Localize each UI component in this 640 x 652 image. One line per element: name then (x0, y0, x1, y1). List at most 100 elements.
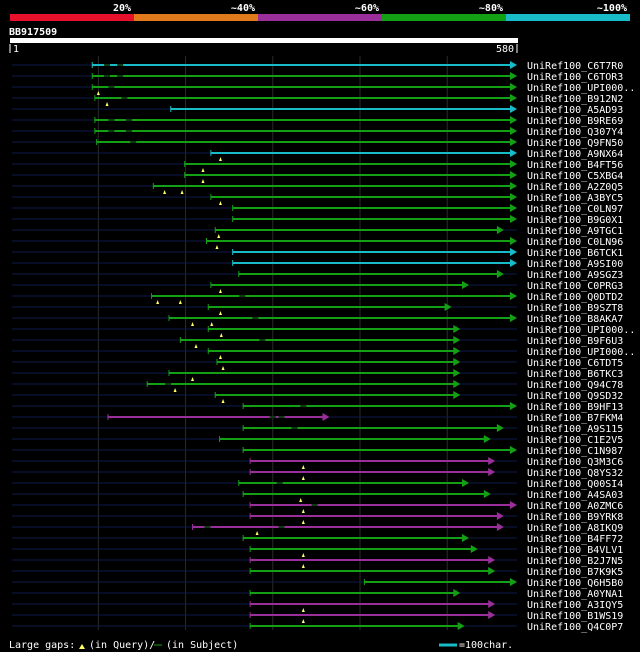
hit-row[interactable]: UniRef100_B9G0X1 (12, 215, 623, 226)
hit-id-label[interactable]: UniRef100_C6T7R0 (527, 61, 623, 72)
hit-id-label[interactable]: UniRef100_Q6H5B0 (527, 578, 623, 589)
hit-id-label[interactable]: UniRef100_B9HF13 (527, 402, 623, 413)
hit-row[interactable]: UniRef100_B4FF72 (12, 534, 623, 545)
hit-id-label[interactable]: UniRef100_Q9FN50 (527, 138, 623, 149)
hit-row[interactable]: UniRef100_UPI000.. (12, 83, 635, 95)
hit-id-label[interactable]: UniRef100_B9YRK8 (527, 512, 623, 523)
hit-id-label[interactable]: UniRef100_Q4C0P7 (527, 622, 623, 633)
hit-row[interactable]: UniRef100_A3BYC5 (12, 193, 623, 205)
hit-row[interactable]: UniRef100_B4VLV1 (12, 545, 623, 557)
hit-row[interactable]: UniRef100_B912N2 (12, 94, 623, 106)
hit-row[interactable]: UniRef100_C6TOR3 (12, 72, 623, 83)
hit-id-label[interactable]: UniRef100_C0LN96 (527, 237, 623, 248)
hit-row[interactable]: UniRef100_B7K9K5 (12, 567, 623, 578)
hit-row[interactable]: UniRef100_A3IQY5 (12, 600, 623, 612)
hit-row[interactable]: UniRef100_A8IKQ9 (12, 523, 623, 535)
hit-row[interactable]: UniRef100_Q307Y4 (12, 127, 623, 138)
hit-row[interactable]: UniRef100_C5XBG4 (12, 171, 623, 183)
hit-id-label[interactable]: UniRef100_C6TDT5 (527, 358, 623, 369)
hit-id-label[interactable]: UniRef100_B1WS19 (527, 611, 623, 622)
hit-id-label[interactable]: UniRef100_Q307Y4 (527, 127, 623, 138)
hit-row[interactable]: UniRef100_B6TCK1 (12, 248, 623, 259)
hit-row[interactable]: UniRef100_A0YNA1 (12, 589, 623, 600)
hit-id-label[interactable]: UniRef100_Q3M3C6 (527, 457, 623, 468)
hit-id-label[interactable]: UniRef100_C6TOR3 (527, 72, 623, 83)
hit-id-label[interactable]: UniRef100_UPI000.. (527, 347, 635, 358)
hit-row[interactable]: UniRef100_C0PRG3 (12, 281, 623, 293)
hit-row[interactable]: UniRef100_C6TDT5 (12, 358, 623, 370)
hit-id-label[interactable]: UniRef100_A5AD93 (527, 105, 623, 116)
hit-row[interactable]: UniRef100_Q0DTD2 (12, 292, 623, 304)
hit-row[interactable]: UniRef100_B4FT56 (12, 160, 623, 172)
hit-row[interactable]: UniRef100_A9NX64 (12, 149, 623, 161)
hit-id-label[interactable]: UniRef100_B4FF72 (527, 534, 623, 545)
hit-id-label[interactable]: UniRef100_Q0DTD2 (527, 292, 623, 303)
hit-id-label[interactable]: UniRef100_UPI000.. (527, 325, 635, 336)
hit-row[interactable]: UniRef100_A9TGC1 (12, 226, 623, 238)
hit-id-label[interactable]: UniRef100_Q8YS32 (527, 468, 623, 479)
hit-row[interactable]: UniRef100_A9S115 (12, 424, 623, 435)
hit-id-label[interactable]: UniRef100_B7K9K5 (527, 567, 623, 578)
hit-id-label[interactable]: UniRef100_A0ZMC6 (527, 501, 623, 512)
hit-row[interactable]: UniRef100_B9F6U3 (12, 336, 623, 348)
hit-row[interactable]: UniRef100_Q00SI4 (12, 479, 623, 490)
hit-row[interactable]: UniRef100_A5AD93 (12, 105, 623, 116)
hit-id-label[interactable]: UniRef100_B4FT56 (527, 160, 623, 171)
hit-id-label[interactable]: UniRef100_C5XBG4 (527, 171, 623, 182)
hit-row[interactable]: UniRef100_A2Z0Q5 (12, 182, 623, 194)
hit-row[interactable]: UniRef100_B9YRK8 (12, 512, 623, 524)
hit-id-label[interactable]: UniRef100_B9F6U3 (527, 336, 623, 347)
hit-row[interactable]: UniRef100_B9RE69 (12, 116, 623, 127)
hit-id-label[interactable]: UniRef100_Q94C78 (527, 380, 623, 391)
hit-id-label[interactable]: UniRef100_A9SGZ3 (527, 270, 623, 281)
hit-row[interactable]: UniRef100_C6T7R0 (12, 61, 623, 72)
hit-id-label[interactable]: UniRef100_A9SI00 (527, 259, 623, 270)
hit-row[interactable]: UniRef100_C0LN97 (12, 204, 623, 215)
hit-row[interactable]: UniRef100_Q94C78 (12, 380, 623, 392)
hit-id-label[interactable]: UniRef100_C0LN97 (527, 204, 623, 215)
hit-row[interactable]: UniRef100_A0ZMC6 (12, 501, 623, 513)
hit-row[interactable]: UniRef100_UPI000.. (12, 325, 635, 337)
hit-row[interactable]: UniRef100_A9SI00 (12, 259, 623, 270)
hit-id-label[interactable]: UniRef100_A0YNA1 (527, 589, 623, 600)
hit-id-label[interactable]: UniRef100_A2Z0Q5 (527, 182, 623, 193)
hit-id-label[interactable]: UniRef100_B2J7N5 (527, 556, 623, 567)
hit-row[interactable]: UniRef100_B7FKM4 (12, 413, 623, 424)
hit-row[interactable]: UniRef100_UPI000.. (12, 347, 635, 359)
hit-id-label[interactable]: UniRef100_B9SZT8 (527, 303, 623, 314)
hit-id-label[interactable]: UniRef100_C1E2V5 (527, 435, 623, 446)
hit-row[interactable]: UniRef100_Q9SD32 (12, 391, 623, 403)
hit-id-label[interactable]: UniRef100_C0PRG3 (527, 281, 623, 292)
hit-id-label[interactable]: UniRef100_A8IKQ9 (527, 523, 623, 534)
hit-id-label[interactable]: UniRef100_B6TCK1 (527, 248, 623, 259)
hit-row[interactable]: UniRef100_C0LN96 (12, 237, 623, 249)
hit-id-label[interactable]: UniRef100_A3IQY5 (527, 600, 623, 611)
hit-row[interactable]: UniRef100_A4SA03 (12, 490, 623, 502)
hit-row[interactable]: UniRef100_B8AKA7 (12, 314, 623, 326)
hit-id-label[interactable]: UniRef100_A9S115 (527, 424, 623, 435)
hit-row[interactable]: UniRef100_C1E2V5 (12, 435, 623, 446)
hit-row[interactable]: UniRef100_Q4C0P7 (12, 622, 623, 633)
hit-id-label[interactable]: UniRef100_Q9SD32 (527, 391, 623, 402)
hit-row[interactable]: UniRef100_B9SZT8 (12, 303, 623, 315)
hit-id-label[interactable]: UniRef100_Q00SI4 (527, 479, 623, 490)
hit-row[interactable]: UniRef100_C1N987 (12, 446, 623, 457)
hit-id-label[interactable]: UniRef100_A3BYC5 (527, 193, 623, 204)
hit-row[interactable]: UniRef100_Q3M3C6 (12, 457, 623, 469)
hit-row[interactable]: UniRef100_B1WS19 (12, 611, 623, 623)
hit-id-label[interactable]: UniRef100_B9G0X1 (527, 215, 623, 226)
hit-row[interactable]: UniRef100_Q8YS32 (12, 468, 623, 480)
hit-id-label[interactable]: UniRef100_A9TGC1 (527, 226, 623, 237)
hit-id-label[interactable]: UniRef100_UPI000.. (527, 83, 635, 94)
hit-row[interactable]: UniRef100_B2J7N5 (12, 556, 623, 568)
hit-row[interactable]: UniRef100_B6TKC3 (12, 369, 623, 381)
hit-id-label[interactable]: UniRef100_B6TKC3 (527, 369, 623, 380)
hit-id-label[interactable]: UniRef100_B7FKM4 (527, 413, 623, 424)
hit-row[interactable]: UniRef100_A9SGZ3 (12, 270, 623, 281)
hit-id-label[interactable]: UniRef100_A9NX64 (527, 149, 623, 160)
hit-id-label[interactable]: UniRef100_B8AKA7 (527, 314, 623, 325)
hit-id-label[interactable]: UniRef100_B9RE69 (527, 116, 623, 127)
hit-id-label[interactable]: UniRef100_A4SA03 (527, 490, 623, 501)
hit-id-label[interactable]: UniRef100_C1N987 (527, 446, 623, 457)
hit-row[interactable]: UniRef100_Q6H5B0 (12, 578, 623, 589)
